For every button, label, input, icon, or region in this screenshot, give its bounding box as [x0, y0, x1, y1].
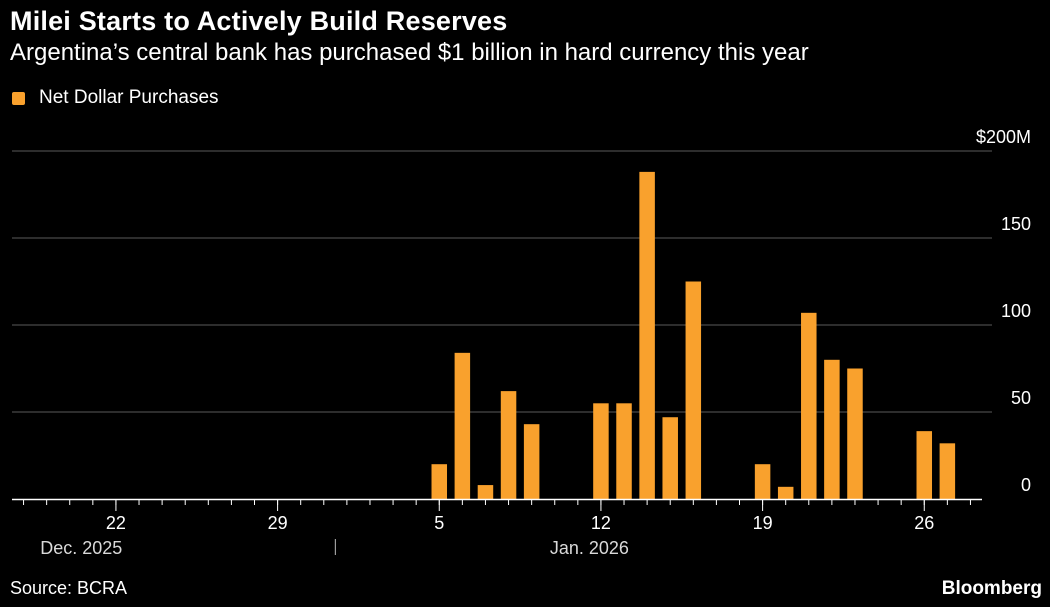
bar: [523, 424, 540, 499]
month-label: Jan. 2026: [550, 538, 629, 558]
chart-title: Milei Starts to Actively Build Reserves: [10, 6, 508, 36]
bar: [754, 464, 771, 499]
bloomberg-logo: Bloomberg: [941, 578, 1042, 599]
x-tick-label: 5: [434, 513, 444, 533]
bar: [616, 403, 632, 499]
y-tick-label: 150: [1001, 214, 1031, 234]
bar: [685, 281, 702, 499]
bar: [662, 417, 678, 499]
y-tick-label: 100: [1001, 301, 1031, 321]
chart-subtitle: Argentina’s central bank has purchased $…: [10, 39, 809, 66]
x-tick-label: 29: [268, 513, 288, 533]
x-tick-label: 22: [106, 513, 126, 533]
bar: [593, 403, 609, 499]
bar: [777, 486, 794, 499]
x-tick-label: 19: [753, 513, 773, 533]
bar: [939, 443, 956, 499]
legend-label: Net Dollar Purchases: [39, 87, 219, 108]
x-tick-label: 12: [591, 513, 611, 533]
bar: [801, 312, 817, 499]
y-tick-label: $200M: [976, 127, 1031, 147]
bar: [916, 431, 933, 499]
x-tick-label: 26: [914, 513, 934, 533]
y-tick-label: 0: [1021, 475, 1031, 495]
bar: [824, 359, 840, 499]
bar: [847, 368, 863, 499]
y-tick-label: 50: [1011, 388, 1031, 408]
legend-swatch: [12, 91, 25, 105]
source-note: Source: BCRA: [10, 578, 128, 598]
legend: Net Dollar Purchases: [12, 87, 219, 109]
bar: [639, 171, 655, 499]
bar: [431, 464, 448, 499]
month-label: Dec. 2025: [40, 538, 122, 558]
bar: [454, 352, 471, 499]
bar: [477, 485, 494, 499]
bar: [500, 391, 517, 499]
